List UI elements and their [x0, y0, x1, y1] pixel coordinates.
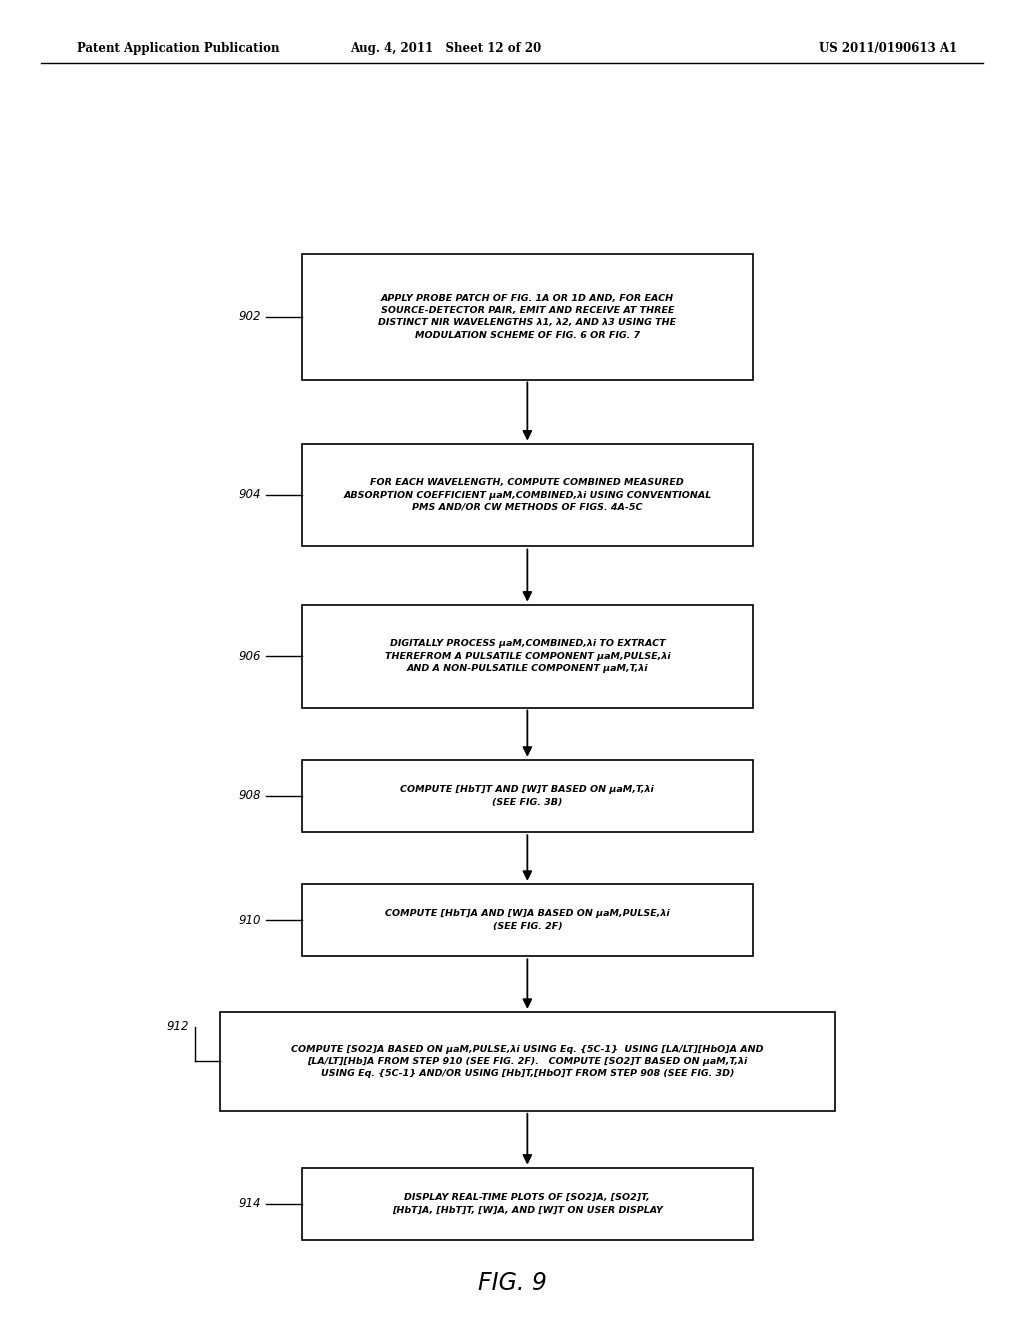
Text: COMPUTE [SO2]A BASED ON μaM,PULSE,λi USING Eq. {5C-1}  USING [LA/LT][HbO]A AND
[: COMPUTE [SO2]A BASED ON μaM,PULSE,λi USI… [291, 1044, 764, 1078]
Bar [302, 444, 753, 546]
Text: 902: 902 [239, 310, 261, 323]
Text: Aug. 4, 2011   Sheet 12 of 20: Aug. 4, 2011 Sheet 12 of 20 [350, 42, 541, 54]
Text: COMPUTE [HbT]T AND [W]T BASED ON μaM,T,λi
(SEE FIG. 3B): COMPUTE [HbT]T AND [W]T BASED ON μaM,T,λ… [400, 785, 654, 807]
Text: 912: 912 [167, 1020, 189, 1034]
Bar [302, 605, 753, 708]
Text: APPLY PROBE PATCH OF FIG. 1A OR 1D AND, FOR EACH
SOURCE-DETECTOR PAIR, EMIT AND : APPLY PROBE PATCH OF FIG. 1A OR 1D AND, … [378, 294, 677, 339]
Text: DIGITALLY PROCESS μaM,COMBINED,λi TO EXTRACT
THEREFROM A PULSATILE COMPONENT μaM: DIGITALLY PROCESS μaM,COMBINED,λi TO EXT… [385, 639, 670, 673]
Text: FOR EACH WAVELENGTH, COMPUTE COMBINED MEASURED
ABSORPTION COEFFICIENT μaM,COMBIN: FOR EACH WAVELENGTH, COMPUTE COMBINED ME… [343, 478, 712, 512]
Bar [302, 255, 753, 380]
Text: Patent Application Publication: Patent Application Publication [77, 42, 280, 54]
Bar [302, 1168, 753, 1241]
Text: 906: 906 [239, 649, 261, 663]
Text: US 2011/0190613 A1: US 2011/0190613 A1 [819, 42, 957, 54]
Text: 914: 914 [239, 1197, 261, 1210]
Text: DISPLAY REAL-TIME PLOTS OF [SO2]A, [SO2]T,
[HbT]A, [HbT]T, [W]A, AND [W]T ON USE: DISPLAY REAL-TIME PLOTS OF [SO2]A, [SO2]… [392, 1193, 663, 1214]
Bar [302, 759, 753, 833]
Bar [302, 884, 753, 956]
Text: FIG. 9: FIG. 9 [477, 1271, 547, 1295]
Text: COMPUTE [HbT]A AND [W]A BASED ON μaM,PULSE,λi
(SEE FIG. 2F): COMPUTE [HbT]A AND [W]A BASED ON μaM,PUL… [385, 909, 670, 931]
Text: 910: 910 [239, 913, 261, 927]
Text: 904: 904 [239, 488, 261, 502]
Text: 908: 908 [239, 789, 261, 803]
Bar [220, 1011, 835, 1111]
